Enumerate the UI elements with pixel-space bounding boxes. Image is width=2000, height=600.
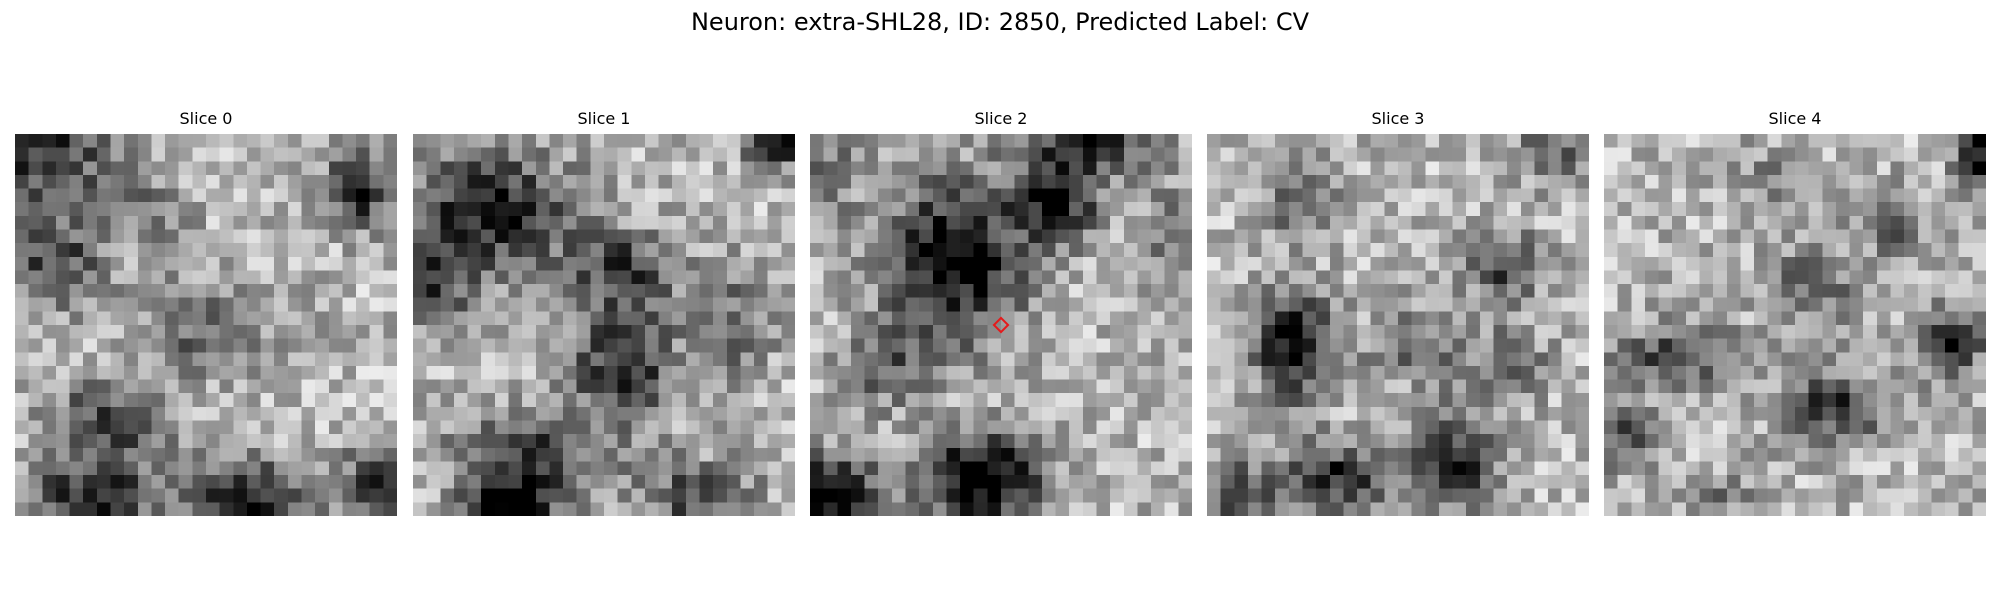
slice-title-0: Slice 0 [179, 109, 233, 128]
slice-image-2 [810, 134, 1192, 516]
slice-image-0 [15, 134, 397, 516]
slice-image-3 [1207, 134, 1589, 516]
slice-title-2: Slice 2 [974, 109, 1028, 128]
slice-image-4 [1604, 134, 1986, 516]
slice-title-3: Slice 3 [1371, 109, 1425, 128]
slice-title-4: Slice 4 [1768, 109, 1822, 128]
slice-image-1 [413, 134, 795, 516]
slice-title-1: Slice 1 [577, 109, 631, 128]
figure-title: Neuron: extra-SHL28, ID: 2850, Predicted… [690, 8, 1310, 36]
